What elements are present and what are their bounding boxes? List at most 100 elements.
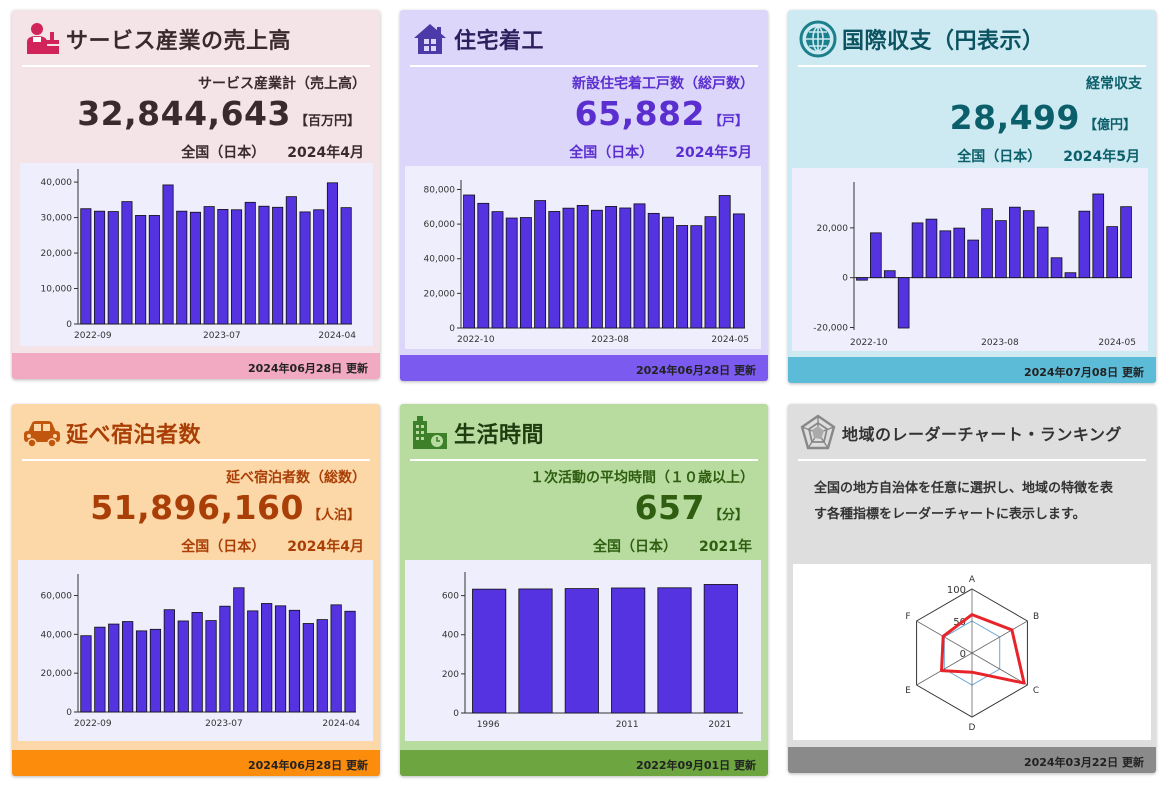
bar — [80, 635, 92, 713]
title-divider — [410, 65, 758, 67]
indicator-label: １次活動の平均時間（１０歳以上） — [530, 470, 754, 486]
title-divider — [410, 459, 758, 461]
x-tick-label: 2022-09 — [74, 331, 112, 341]
card-header: 延べ宿泊者数 — [22, 412, 370, 454]
bar — [148, 215, 160, 325]
y-tick-label: 0 — [449, 324, 455, 334]
card-title[interactable]: 住宅着工 — [454, 29, 545, 54]
y-tick-label: 20,000 — [817, 224, 849, 234]
radar-chart[interactable]: A B C D E F 0 50 100 — [793, 564, 1151, 740]
region-period: 全国（日本） 2024年5月 — [957, 146, 1140, 166]
radar-axis-label: F — [905, 612, 910, 622]
x-tick-label: 1996 — [477, 720, 500, 730]
bar — [313, 209, 325, 325]
indicator-value: 51,896,160 【人泊】 — [90, 488, 360, 527]
bar — [247, 610, 259, 713]
card-service-industry[interactable]: サービス産業の売上高 サービス産業計（売上高） 32,844,643 【百万円】 … — [12, 10, 380, 379]
value-number: 32,844,643 — [77, 94, 291, 133]
y-tick-label: 0 — [66, 320, 72, 330]
bar — [883, 270, 896, 279]
radar-spoke — [971, 652, 1028, 686]
bar — [285, 196, 297, 325]
value-number: 28,499 — [949, 98, 1080, 137]
bar — [505, 217, 518, 329]
radar-spoke — [916, 652, 973, 686]
y-tick-label: 80,000 — [424, 185, 456, 195]
bar — [274, 605, 287, 713]
bar — [217, 209, 229, 325]
bar — [203, 206, 215, 325]
card-title[interactable]: 生活時間 — [454, 423, 545, 448]
value-unit: 【人泊】 — [307, 508, 360, 523]
y-tick-label: 10,000 — [41, 285, 73, 295]
card-lodging-guests[interactable]: 延べ宿泊者数 延べ宿泊者数（総数） 51,896,160 【人泊】 全国（日本） 2… — [12, 404, 380, 776]
y-tick-label: 0 — [66, 708, 72, 718]
x-tick-label: 2024-05 — [1098, 338, 1136, 348]
bar — [1009, 206, 1021, 279]
bar — [911, 222, 924, 279]
bar — [1120, 206, 1132, 279]
bar — [1050, 257, 1063, 279]
bar-chart[interactable]: 0 20,000 40,000 60,000 2022-09 2023-07 2024-04 — [18, 560, 373, 741]
y-tick-label: 40,000 — [41, 178, 73, 188]
bar — [176, 210, 188, 325]
x-tick-label: 2011 — [616, 720, 639, 730]
period-label: 2024年4月 — [287, 145, 364, 161]
x-tick-label: 2023-08 — [981, 338, 1019, 348]
card-header: サービス産業の売上高 — [22, 18, 370, 60]
radar-axis-label: B — [1033, 612, 1039, 622]
x-tick-label: 2022-10 — [457, 335, 495, 345]
indicator-value: 657 【分】 — [635, 488, 748, 527]
bar — [856, 277, 868, 281]
y-tick-label: 200 — [442, 670, 459, 680]
bar — [344, 610, 356, 713]
bar — [534, 200, 547, 329]
bar — [661, 216, 674, 329]
region-period: 全国（日本） 2021年 — [593, 536, 752, 556]
updated-footer: 2022年09月01日 更新 — [400, 750, 768, 776]
globe-icon — [798, 19, 838, 59]
bar — [244, 201, 256, 325]
bar — [1092, 193, 1105, 279]
title-divider — [798, 459, 1146, 461]
x-tick-label: 2024-04 — [318, 331, 356, 341]
card-title[interactable]: 地域のレーダーチャート・ランキング — [842, 425, 1122, 444]
updated-footer: 2024年06月28日 更新 — [12, 750, 380, 776]
card-title[interactable]: 国際収支（円表示） — [842, 29, 1045, 54]
bar-chart[interactable]: 0 200 400 600 1996 2011 2021 — [405, 560, 761, 741]
bar — [177, 620, 189, 713]
title-divider — [22, 65, 370, 67]
radar-series — [940, 613, 1026, 685]
bar-chart[interactable]: 0 10,000 20,000 30,000 40,000 2022-09 2023-07 2… — [20, 163, 373, 346]
bar — [690, 225, 703, 329]
bar — [163, 609, 175, 713]
card-title[interactable]: サービス産業の売上高 — [66, 29, 292, 54]
value-unit: 【百万円】 — [294, 114, 360, 129]
card-radar-ranking[interactable]: 地域のレーダーチャート・ランキング 全国の地方自治体を任意に選択し、地域の特徴を… — [788, 404, 1156, 773]
value-unit: 【戸】 — [708, 114, 748, 129]
y-tick-label: 30,000 — [41, 214, 73, 224]
radar-ring-label: 0 — [960, 649, 966, 660]
bar — [967, 239, 979, 279]
bar — [258, 205, 270, 325]
bar — [149, 628, 162, 713]
card-housing-starts[interactable]: 住宅着工 新設住宅着工戸数（総戸数） 65,882 【戸】 全国（日本） 2024年… — [400, 10, 768, 381]
x-tick-label: 2024-05 — [711, 335, 749, 345]
bar — [981, 208, 993, 279]
bar-chart[interactable]: -20,000 0 20,000 2022-10 2023-08 2024-05 — [792, 168, 1148, 351]
card-header: 生活時間 — [410, 412, 758, 454]
bar — [590, 209, 603, 329]
card-title[interactable]: 延べ宿泊者数 — [66, 423, 202, 448]
card-balance-of-payments[interactable]: 国際収支（円表示） 経常収支 28,499 【億円】 全国（日本） 2024年5月 … — [788, 10, 1156, 383]
bar — [316, 619, 328, 713]
bar — [261, 603, 273, 713]
x-tick-label: 2024-04 — [322, 719, 360, 729]
bar — [231, 209, 243, 325]
x-tick-label: 2023-07 — [203, 331, 241, 341]
bar — [94, 626, 106, 713]
card-header: 住宅着工 — [410, 18, 758, 60]
indicator-value: 28,499 【億円】 — [950, 98, 1136, 137]
radar-ring-label: 100 — [947, 585, 966, 596]
bar-chart[interactable]: 0 20,000 40,000 60,000 80,000 2022-10 2023-08 2… — [405, 166, 761, 349]
card-time-use[interactable]: 生活時間 １次活動の平均時間（１０歳以上） 657 【分】 全国（日本） 2021年… — [400, 404, 768, 776]
